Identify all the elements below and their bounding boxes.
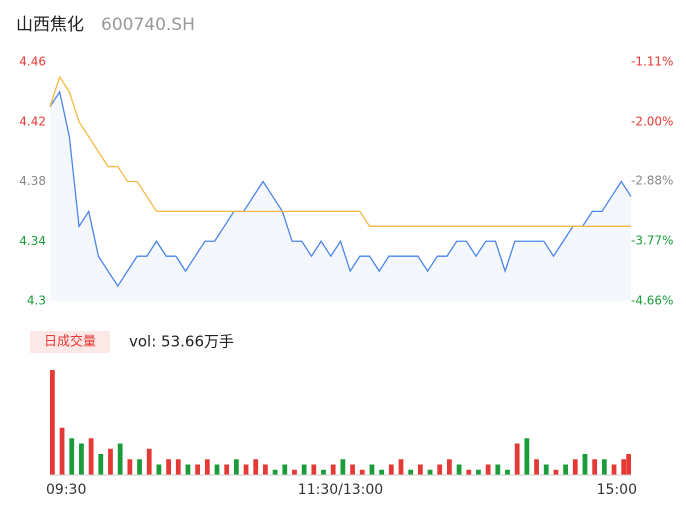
volume-bar (388, 464, 394, 475)
volume-bar (301, 464, 307, 475)
volume-bar (127, 459, 133, 475)
y2-tick-label: -2.00% (631, 114, 673, 128)
volume-bar (417, 464, 423, 475)
y2-tick-label: -3.77% (631, 234, 673, 248)
volume-bar (437, 464, 443, 475)
volume-bar (137, 459, 142, 475)
volume-bar (495, 464, 501, 475)
volume-bar (243, 464, 249, 475)
volume-bar (330, 464, 336, 475)
volume-bar (359, 469, 365, 475)
stock-code: 600740.SH (101, 15, 195, 35)
volume-bar (88, 438, 94, 475)
volume-bar (166, 459, 171, 475)
volume-bar (379, 469, 384, 475)
volume-bar (59, 427, 65, 475)
y-tick-label: 4.34 (19, 234, 46, 248)
y-tick-label: 4.46 (19, 55, 46, 69)
volume-bar (117, 443, 123, 475)
x-tick-label: 11:30/13:00 (298, 482, 383, 498)
volume-bar (233, 459, 239, 475)
volume-bar (408, 469, 414, 475)
series-line (49, 75, 631, 227)
y-tick-label: 4.38 (19, 174, 46, 188)
stock-name: 山西焦化 (16, 15, 84, 35)
volume-bar (185, 464, 191, 475)
y2-tick-label: -1.11% (631, 55, 673, 69)
x-tick-label: 09:30 (46, 482, 86, 498)
legend-badge-bg (30, 331, 110, 353)
volume-bar (447, 459, 452, 475)
volume-bar (195, 464, 201, 475)
volume-bar (563, 464, 568, 475)
volume-bar (146, 448, 152, 475)
volume-bar (321, 469, 326, 475)
volume-bar (98, 454, 104, 475)
volume-bar (340, 459, 346, 475)
volume-bar (485, 464, 491, 475)
volume-bar (350, 464, 355, 475)
y-tick-label: 4.3 (27, 294, 46, 308)
volume-bar (253, 459, 259, 475)
y2-tick-label: -2.88% (631, 174, 673, 188)
volume-bar (311, 464, 317, 475)
volume-bar (79, 443, 84, 475)
volume-bar (156, 464, 162, 475)
volume-bar (456, 464, 462, 475)
volume-bar (514, 443, 520, 475)
volume-bar (553, 469, 559, 475)
price-area (50, 91, 631, 301)
volume-bar (398, 459, 404, 475)
volume-bar (505, 469, 510, 475)
volume-bar (601, 459, 607, 475)
volume-bar (292, 469, 297, 475)
volume-bar (626, 454, 631, 475)
volume-text: vol: 53.66万手 (129, 333, 234, 351)
volume-bar (108, 448, 113, 475)
legend-badge: 日成交量 (44, 334, 96, 350)
volume-bar (50, 370, 55, 475)
volume-bar (466, 469, 472, 475)
volume-bar (214, 464, 220, 475)
x-tick-label: 15:00 (597, 482, 637, 498)
volume-bar (611, 464, 617, 475)
volume-bar (224, 464, 230, 475)
volume-bar (204, 459, 210, 475)
volume-bar (369, 464, 375, 475)
volume-bar (282, 464, 288, 475)
volume-bar (572, 459, 578, 475)
volume-bar (272, 469, 278, 475)
volume-bar (582, 454, 588, 475)
volume-bar (592, 459, 598, 475)
volume-bar (524, 438, 530, 475)
volume-bar (621, 459, 627, 475)
volume-bar (175, 459, 181, 475)
y-tick-label: 4.42 (19, 114, 46, 128)
volume-bar (427, 469, 433, 475)
volume-bar (534, 459, 539, 475)
volume-bar (476, 469, 481, 475)
y2-tick-label: -4.66% (631, 294, 673, 308)
volume-bar (263, 464, 268, 475)
series-line (49, 90, 632, 288)
volume-bar (69, 438, 75, 475)
volume-bar (543, 464, 549, 475)
